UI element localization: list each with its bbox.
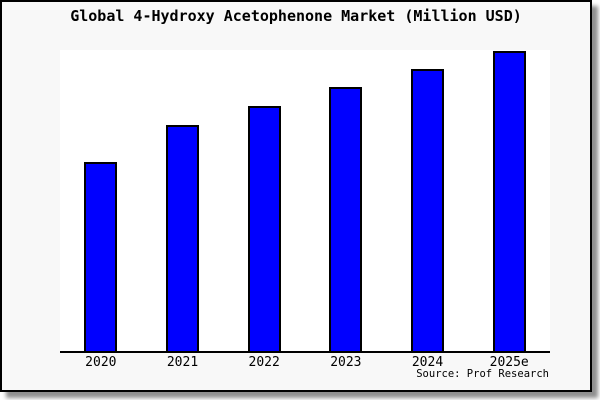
bar-2025e [492,51,526,351]
bar-2020 [84,162,118,351]
bar-slot-2021 [142,125,224,351]
x-tick-label-2020: 2020 [85,355,117,370]
bar-2023 [329,87,363,351]
bar-slot-2020 [60,162,142,351]
chart-figure: Global 4-Hydroxy Acetophenone Market (Mi… [0,0,592,392]
bar-slot-2023 [305,87,387,351]
x-tick-label-2023: 2023 [330,355,362,370]
x-axis-labels: 2020 2021 2022 2023 2024 2025e [60,355,550,370]
bar-2024 [411,69,445,351]
bar-slot-2022 [223,106,305,351]
x-tick-label-2024: 2024 [411,355,444,370]
bar-2021 [166,125,199,351]
x-tick-label-2025e: 2025e [489,355,529,370]
source-credit: Source: Prof Research [416,368,549,380]
bar-slot-2024 [387,69,469,351]
bar-2022 [247,106,281,351]
bar-slot-2025e [468,51,550,351]
x-tick-label-2021: 2021 [166,355,199,370]
x-tick-label-2022: 2022 [248,355,280,370]
chart-title: Global 4-Hydroxy Acetophenone Market (Mi… [70,7,522,25]
plot-area [60,50,550,353]
